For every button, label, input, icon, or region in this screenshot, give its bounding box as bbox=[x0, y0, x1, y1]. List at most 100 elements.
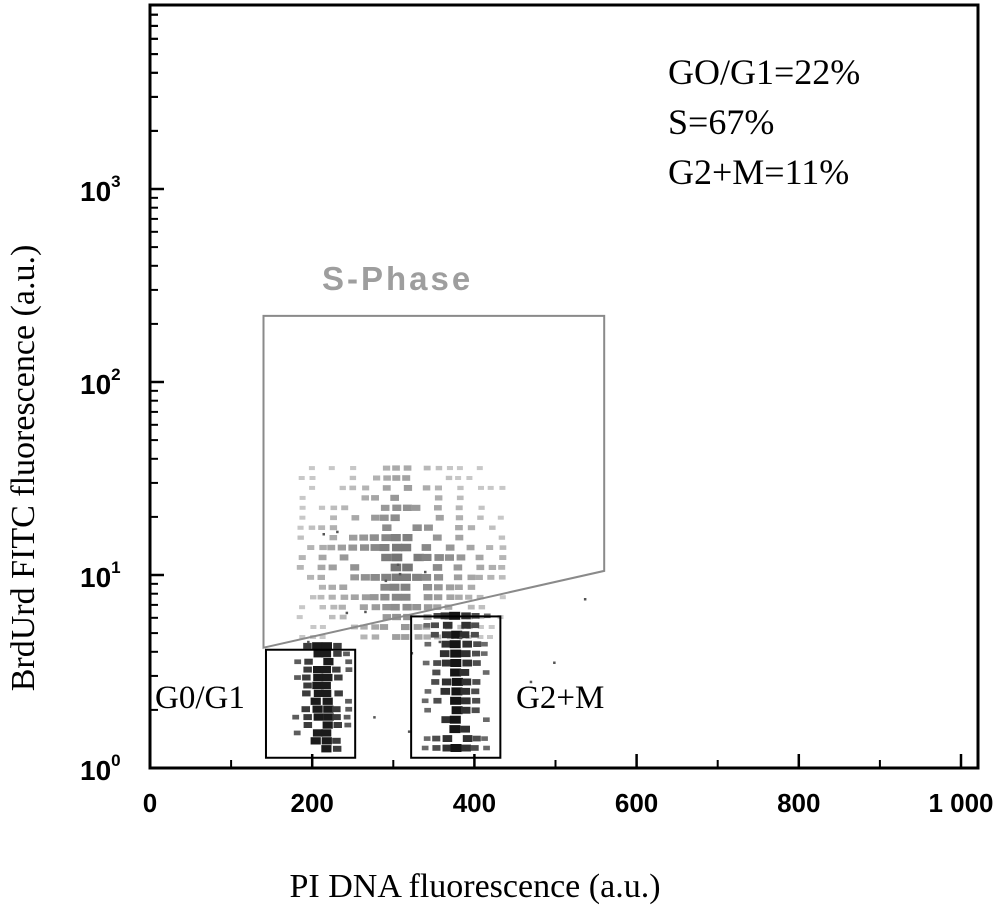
data-point bbox=[312, 729, 324, 737]
data-point bbox=[370, 574, 380, 581]
data-point bbox=[398, 572, 402, 576]
data-point bbox=[481, 641, 488, 647]
data-point bbox=[488, 564, 497, 570]
data-point bbox=[299, 605, 306, 610]
data-point bbox=[382, 604, 392, 611]
data-point bbox=[321, 745, 332, 753]
data-point bbox=[323, 658, 334, 666]
data-point bbox=[313, 713, 324, 721]
data-point bbox=[360, 574, 370, 581]
data-point bbox=[434, 505, 442, 511]
data-point bbox=[381, 573, 392, 581]
data-point bbox=[423, 736, 431, 741]
data-point bbox=[472, 735, 481, 742]
data-point bbox=[344, 722, 352, 728]
data-point bbox=[319, 544, 327, 551]
data-point bbox=[361, 594, 371, 601]
data-point bbox=[412, 573, 422, 581]
data-point bbox=[449, 715, 461, 724]
data-point bbox=[450, 659, 462, 667]
data-point bbox=[309, 476, 316, 480]
data-point bbox=[303, 666, 312, 673]
data-point bbox=[322, 697, 333, 705]
data-point bbox=[470, 631, 479, 638]
data-point bbox=[313, 673, 324, 682]
data-point bbox=[421, 544, 432, 551]
data-point bbox=[477, 625, 484, 629]
data-point bbox=[403, 613, 412, 621]
data-point bbox=[401, 624, 410, 631]
data-point bbox=[321, 689, 332, 697]
data-point bbox=[413, 624, 422, 630]
data-point bbox=[332, 745, 342, 752]
data-point bbox=[351, 515, 360, 521]
data-point bbox=[456, 554, 466, 561]
data-point bbox=[434, 574, 444, 581]
data-point bbox=[317, 594, 325, 600]
data-point bbox=[434, 495, 443, 501]
data-point bbox=[345, 706, 353, 712]
data-point bbox=[310, 737, 321, 745]
data-point bbox=[403, 465, 412, 471]
data-point bbox=[371, 624, 380, 630]
data-point bbox=[455, 534, 464, 541]
data-point bbox=[455, 505, 463, 511]
data-point bbox=[321, 642, 332, 650]
data-point bbox=[402, 504, 412, 511]
data-point bbox=[423, 594, 433, 601]
data-point bbox=[361, 495, 369, 501]
x-tick-label: 600 bbox=[615, 788, 658, 818]
data-point bbox=[455, 515, 464, 521]
data-point bbox=[466, 476, 473, 480]
data-point bbox=[476, 564, 485, 571]
data-point bbox=[422, 485, 431, 491]
data-point bbox=[432, 534, 442, 541]
data-point bbox=[301, 706, 310, 713]
data-point bbox=[411, 504, 421, 511]
data-point bbox=[461, 697, 471, 705]
x-tick-label: 400 bbox=[453, 788, 496, 818]
data-point bbox=[460, 706, 471, 714]
data-point bbox=[299, 495, 306, 500]
data-point bbox=[529, 680, 533, 684]
data-point bbox=[413, 553, 424, 562]
data-point bbox=[317, 564, 326, 571]
data-point bbox=[470, 745, 479, 751]
data-point bbox=[423, 584, 433, 591]
data-point bbox=[310, 625, 317, 629]
data-point bbox=[294, 675, 301, 680]
data-point bbox=[498, 575, 506, 580]
data-point bbox=[465, 594, 473, 600]
data-point bbox=[461, 621, 471, 629]
data-point bbox=[467, 574, 476, 581]
data-point bbox=[360, 634, 368, 640]
data-point bbox=[345, 611, 349, 615]
data-point bbox=[424, 707, 431, 713]
data-point bbox=[332, 714, 341, 721]
data-point bbox=[318, 505, 326, 510]
data-point bbox=[329, 614, 336, 620]
gate-label-g2m: G2+M bbox=[516, 680, 604, 716]
data-point bbox=[442, 621, 453, 629]
data-point bbox=[390, 494, 399, 501]
data-point bbox=[455, 476, 462, 480]
dots-layer bbox=[292, 465, 587, 753]
data-point bbox=[382, 485, 391, 491]
data-point bbox=[380, 504, 390, 511]
data-point bbox=[467, 584, 476, 590]
data-point bbox=[320, 666, 331, 674]
data-point bbox=[392, 634, 401, 640]
data-point bbox=[421, 745, 429, 751]
data-point bbox=[392, 475, 401, 481]
data-point bbox=[319, 635, 326, 639]
data-point bbox=[360, 624, 368, 630]
gate-s-phase bbox=[262, 314, 606, 649]
data-point bbox=[424, 570, 427, 574]
annotation-g0g1-percent: GO/G1=22% bbox=[668, 52, 860, 92]
data-point bbox=[439, 650, 450, 658]
data-point bbox=[476, 466, 483, 471]
data-point bbox=[445, 544, 455, 551]
data-point bbox=[487, 485, 494, 490]
data-point bbox=[445, 475, 453, 481]
